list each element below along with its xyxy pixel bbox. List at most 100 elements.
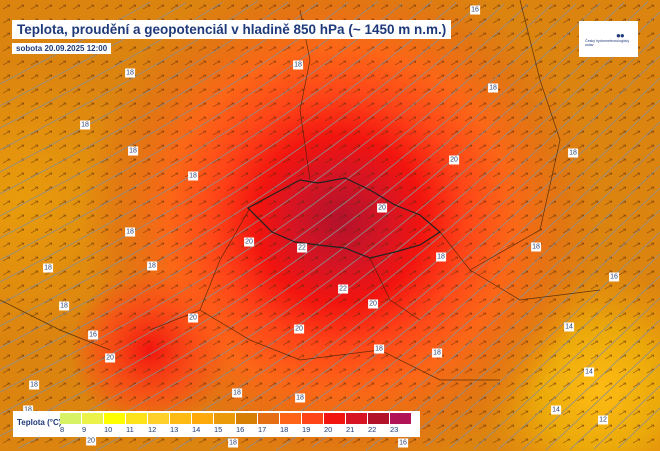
legend-swatch xyxy=(346,413,367,424)
legend-swatch xyxy=(170,413,191,424)
chmi-logo: ●● Český hydrometeorologický ústav xyxy=(579,21,638,57)
contour-line xyxy=(593,385,660,450)
legend-swatch xyxy=(258,413,279,424)
legend-swatch xyxy=(126,413,147,424)
legend-tick: 15 xyxy=(214,425,223,434)
contour-line xyxy=(0,2,601,437)
legend-tick: 13 xyxy=(170,425,179,434)
contour-label: 18 xyxy=(128,146,138,156)
contour-label: 18 xyxy=(147,261,157,271)
forecast-date: sobota 20.09.2025 12:00 xyxy=(12,43,112,54)
map-title: Teplota, proudění a geopotenciál v hladi… xyxy=(12,20,452,39)
contour-line xyxy=(569,363,660,450)
contour-line xyxy=(0,3,577,415)
legend-tick: 12 xyxy=(148,425,157,434)
contour-line xyxy=(341,165,660,448)
contour-line xyxy=(17,2,625,449)
contour-label: 18 xyxy=(23,405,33,415)
legend-tick: 23 xyxy=(390,425,399,434)
legend-tick: 19 xyxy=(302,425,311,434)
contour-line xyxy=(245,99,660,450)
legend-swatch xyxy=(148,413,169,424)
legend-tick: 9 xyxy=(82,425,87,434)
contour-line xyxy=(395,209,660,450)
contour-label: 18 xyxy=(228,438,238,448)
contour-line xyxy=(95,11,660,451)
contour-label: 16 xyxy=(88,330,98,340)
contour-label: 18 xyxy=(188,171,198,181)
contour-label: 22 xyxy=(297,243,307,253)
contour-label: 20 xyxy=(368,299,378,309)
legend-tick: 20 xyxy=(324,425,333,434)
contour-line xyxy=(209,77,660,451)
contour-label: 12 xyxy=(598,415,608,425)
contour-line xyxy=(0,2,457,305)
country-borders xyxy=(0,0,601,381)
contour-line xyxy=(0,0,379,239)
contour-label: 18 xyxy=(488,83,498,93)
contour-line xyxy=(0,2,319,195)
contour-label: 18 xyxy=(293,60,303,70)
contour-line xyxy=(449,253,660,449)
legend-tick: 21 xyxy=(346,425,355,434)
contour-line xyxy=(497,297,660,450)
contour-label: 20 xyxy=(377,203,387,213)
temperature-legend: Teplota (°C) 8 9 10 11 12 13 14 15 16 17 18 19 20 21 2… xyxy=(13,411,420,437)
contour-label: 18 xyxy=(80,120,90,130)
contour-line xyxy=(59,1,649,449)
legend-swatch xyxy=(390,413,411,424)
legend-swatch xyxy=(192,413,213,424)
legend-swatch xyxy=(104,413,125,424)
contour-label: 20 xyxy=(86,436,96,446)
legend-tick: 17 xyxy=(258,425,267,434)
legend-tick: 14 xyxy=(192,425,201,434)
legend-swatch xyxy=(60,413,81,424)
legend-tick: 10 xyxy=(104,425,113,434)
legend-swatch xyxy=(236,413,257,424)
legend-tick: 11 xyxy=(126,425,134,434)
contour-line xyxy=(137,33,660,450)
contour-label: 20 xyxy=(105,353,115,363)
legend-swatch xyxy=(324,413,345,424)
legend-tick: 18 xyxy=(280,425,289,434)
contour-label: 20 xyxy=(244,237,254,247)
contour-label: 18 xyxy=(125,68,135,78)
contour-line xyxy=(0,4,529,371)
legend-tick: 16 xyxy=(236,425,245,434)
contour-line xyxy=(0,0,433,283)
contour-label: 20 xyxy=(188,313,198,323)
contour-line xyxy=(311,143,660,448)
legend-swatch xyxy=(368,413,389,424)
contour-label: 16 xyxy=(398,438,408,448)
contour-label: 18 xyxy=(432,348,442,358)
logo-icon: ●● xyxy=(616,31,625,40)
contour-line xyxy=(0,2,349,217)
contour-label: 14 xyxy=(564,322,574,332)
legend-swatch xyxy=(302,413,323,424)
contour-label: 18 xyxy=(436,252,446,262)
contour-label: 18 xyxy=(59,301,69,311)
contour-label: 14 xyxy=(551,405,561,415)
contour-line xyxy=(275,121,660,451)
legend-swatch xyxy=(280,413,301,424)
contour-label: 16 xyxy=(470,5,480,15)
legend-title: Teplota (°C) xyxy=(17,418,62,427)
contour-label: 18 xyxy=(295,393,305,403)
contour-label: 18 xyxy=(125,227,135,237)
contour-label: 16 xyxy=(609,272,619,282)
contour-line xyxy=(425,231,660,447)
contour-label: 18 xyxy=(374,344,384,354)
contour-label: 18 xyxy=(232,388,242,398)
contour-label: 22 xyxy=(338,284,348,294)
legend-swatch xyxy=(214,413,235,424)
contour-label: 18 xyxy=(531,242,541,252)
contour-line xyxy=(0,3,481,327)
legend-tick: 8 xyxy=(60,425,65,434)
contour-label: 18 xyxy=(29,380,39,390)
contour-label: 18 xyxy=(568,148,578,158)
contour-line xyxy=(0,3,505,349)
contour-label: 20 xyxy=(294,324,304,334)
logo-text: Český hydrometeorologický ústav xyxy=(585,39,630,48)
contour-label: 18 xyxy=(43,263,53,273)
